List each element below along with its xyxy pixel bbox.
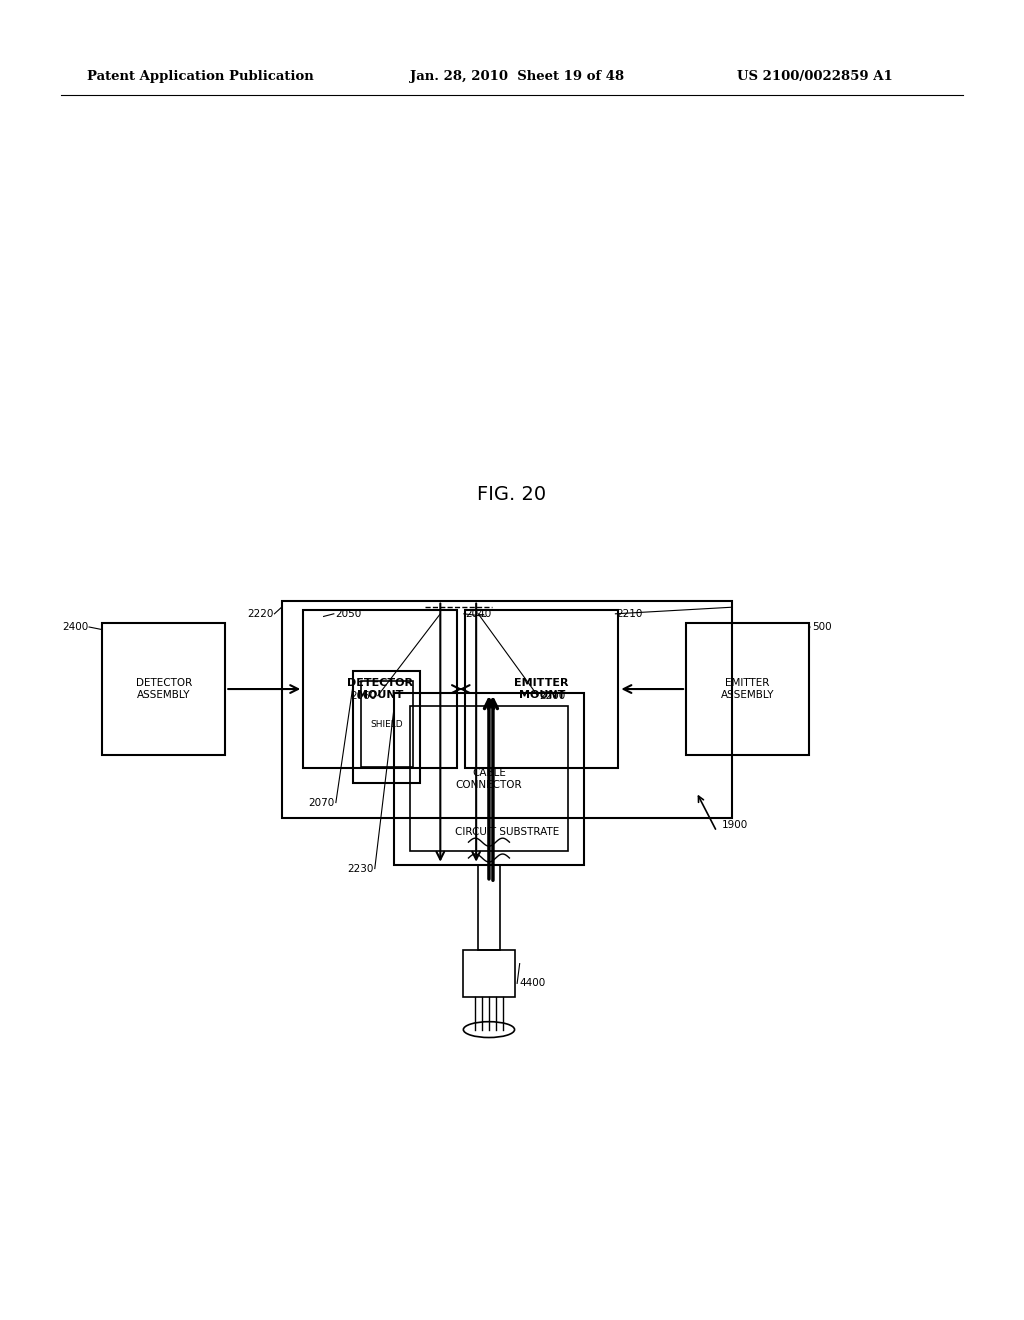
Text: 1900: 1900 [722, 820, 749, 830]
Text: 2220: 2220 [247, 609, 273, 619]
Bar [361, 681, 413, 767]
Text: DETECTOR
MOUNT: DETECTOR MOUNT [347, 678, 413, 700]
Text: DETECTOR
ASSEMBLY: DETECTOR ASSEMBLY [136, 678, 191, 700]
Text: 4400: 4400 [519, 978, 546, 989]
Text: 2040: 2040 [465, 609, 492, 619]
Text: US 2100/0022859 A1: US 2100/0022859 A1 [737, 70, 893, 83]
Text: Patent Application Publication: Patent Application Publication [87, 70, 313, 83]
Text: SHIELD: SHIELD [371, 719, 403, 729]
Text: CIRCUIT SUBSTRATE: CIRCUIT SUBSTRATE [455, 826, 559, 837]
Text: 2230: 2230 [347, 863, 374, 874]
Bar [394, 693, 584, 865]
Text: FIG. 20: FIG. 20 [477, 486, 547, 504]
Text: Jan. 28, 2010  Sheet 19 of 48: Jan. 28, 2010 Sheet 19 of 48 [410, 70, 624, 83]
Bar [477, 865, 501, 950]
Bar [303, 610, 457, 768]
Text: 2210: 2210 [616, 609, 643, 619]
Bar [410, 706, 568, 851]
Text: 2200: 2200 [540, 690, 566, 701]
Bar [353, 671, 420, 783]
Text: CABLE
CONNECTOR: CABLE CONNECTOR [456, 768, 522, 789]
Text: 2050: 2050 [335, 609, 361, 619]
Text: 500: 500 [812, 622, 831, 632]
Bar [282, 601, 732, 818]
Bar [465, 610, 618, 768]
Bar [102, 623, 225, 755]
Text: EMITTER
MOUNT: EMITTER MOUNT [514, 678, 569, 700]
Text: EMITTER
ASSEMBLY: EMITTER ASSEMBLY [721, 678, 774, 700]
Text: 2070: 2070 [308, 797, 335, 808]
Bar [463, 950, 515, 997]
Bar [686, 623, 809, 755]
Text: 2400: 2400 [61, 622, 88, 632]
Text: 2060: 2060 [350, 690, 377, 701]
